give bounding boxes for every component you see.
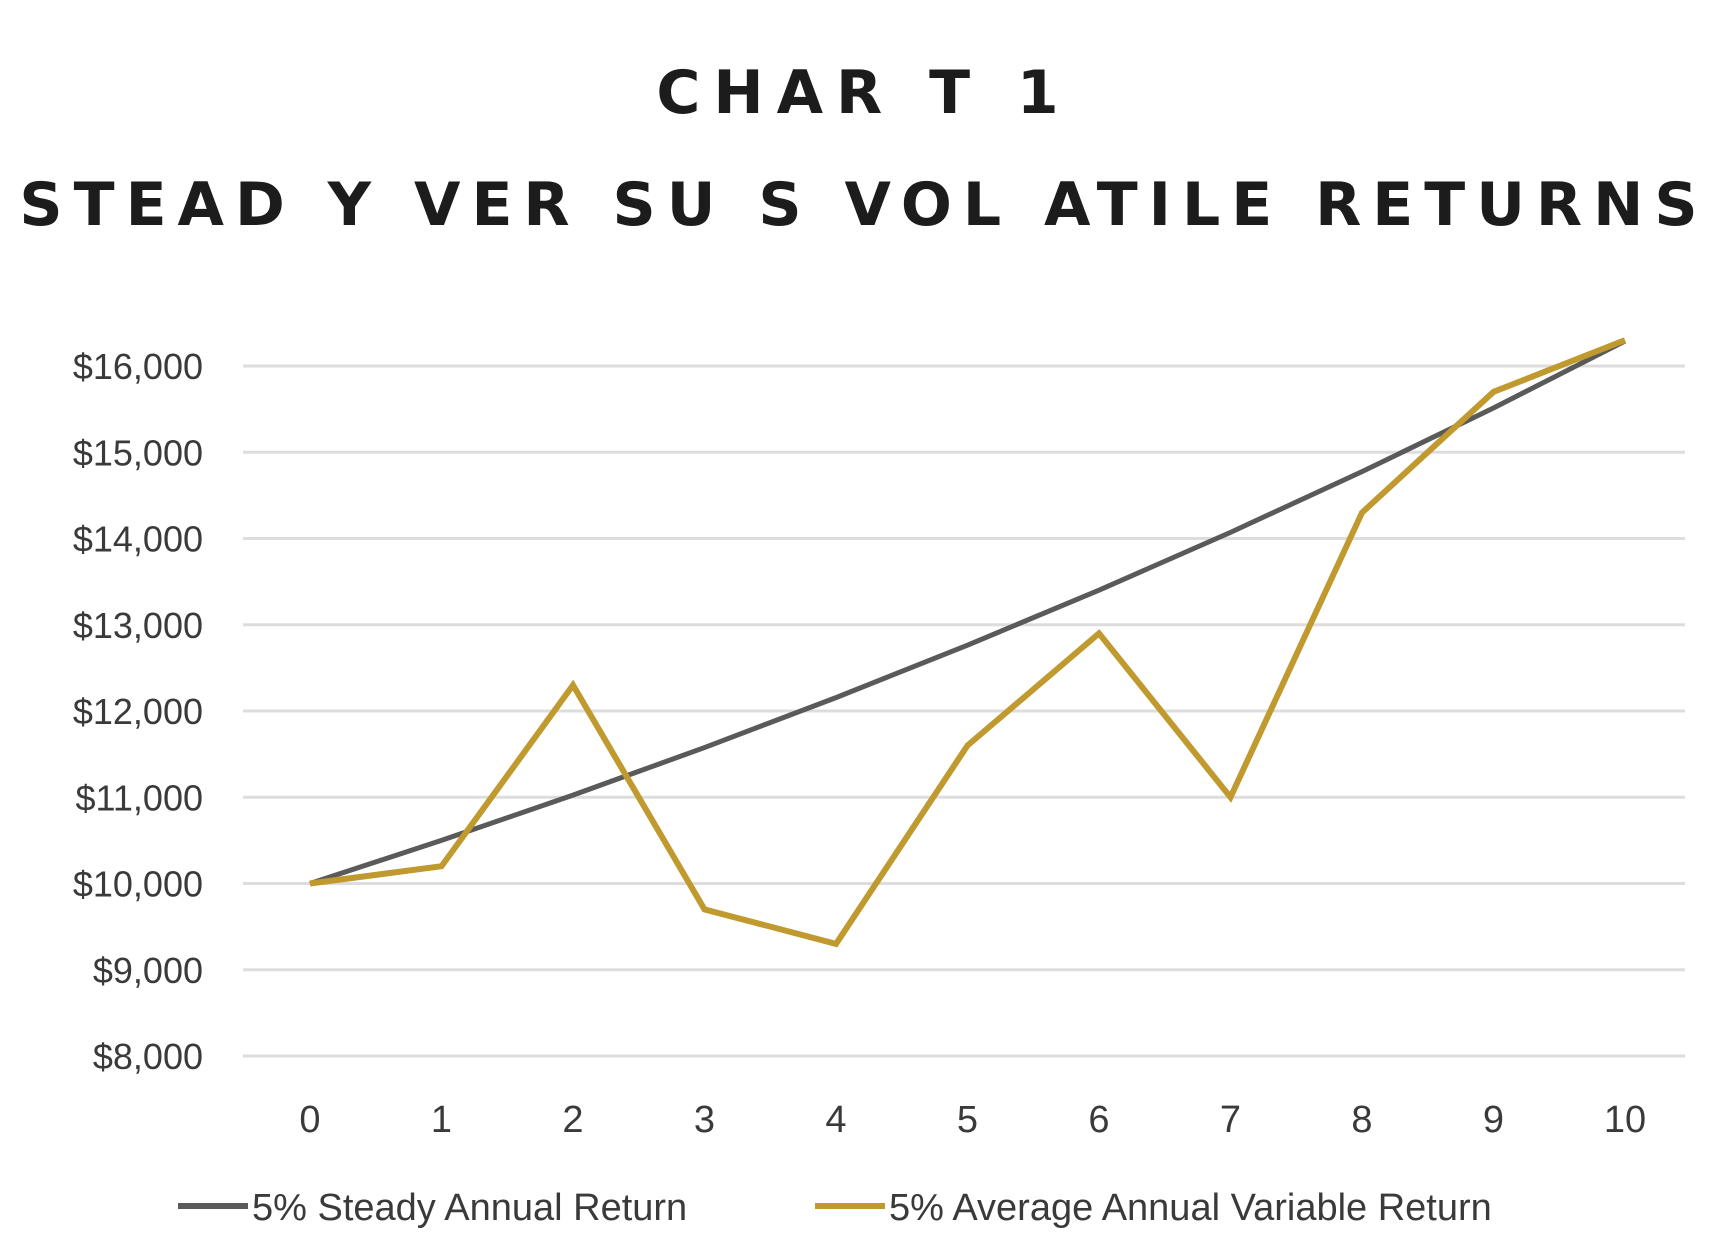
- y-tick-label: $8,000: [93, 1036, 203, 1077]
- y-tick-label: $12,000: [73, 691, 203, 732]
- x-tick-label: 4: [825, 1099, 846, 1141]
- series-line-steady-return: [309, 338, 1627, 886]
- y-tick-label: $11,000: [76, 777, 203, 818]
- legend: 5% Steady Annual Return 5% Average Annual…: [178, 1187, 1492, 1229]
- y-tick-label: $16,000: [73, 346, 203, 387]
- y-tick-label: $14,000: [73, 519, 203, 560]
- x-tick-label: 7: [1220, 1099, 1241, 1141]
- y-tick-label: $9,000: [93, 950, 203, 991]
- y-tick-label: $15,000: [73, 432, 203, 473]
- x-tick-label: 1: [431, 1099, 452, 1141]
- legend-label: 5% Steady Annual Return: [252, 1187, 687, 1229]
- y-tick-label: $13,000: [73, 605, 203, 646]
- legend-label: 5% Average Annual Variable Return: [889, 1187, 1492, 1229]
- x-tick-label: 2: [562, 1099, 583, 1141]
- x-tick-label: 5: [957, 1099, 978, 1141]
- y-axis-tick-labels: $8,000 $9,000 $10,000 $11,000 $12,000 $13,000…: [73, 346, 203, 1077]
- y-tick-label: $10,000: [73, 864, 203, 905]
- x-tick-label: 10: [1604, 1099, 1646, 1141]
- gridlines: [243, 364, 1685, 1058]
- chart-title: CHAR T 1: [656, 58, 1072, 128]
- chart-subtitle: STEAD Y VER SU S VOL ATILE RETURNS: [19, 170, 1709, 240]
- x-axis-tick-labels: 0 1 2 3 4 5 6 7 8 9 10: [299, 1099, 1646, 1141]
- x-tick-label: 8: [1351, 1099, 1372, 1141]
- x-tick-label: 9: [1483, 1099, 1504, 1141]
- series-line-variable-return: [309, 337, 1627, 948]
- series-lines: [309, 337, 1627, 948]
- x-tick-label: 3: [694, 1099, 715, 1141]
- x-tick-label: 6: [1088, 1099, 1109, 1141]
- x-tick-label: 0: [299, 1099, 320, 1141]
